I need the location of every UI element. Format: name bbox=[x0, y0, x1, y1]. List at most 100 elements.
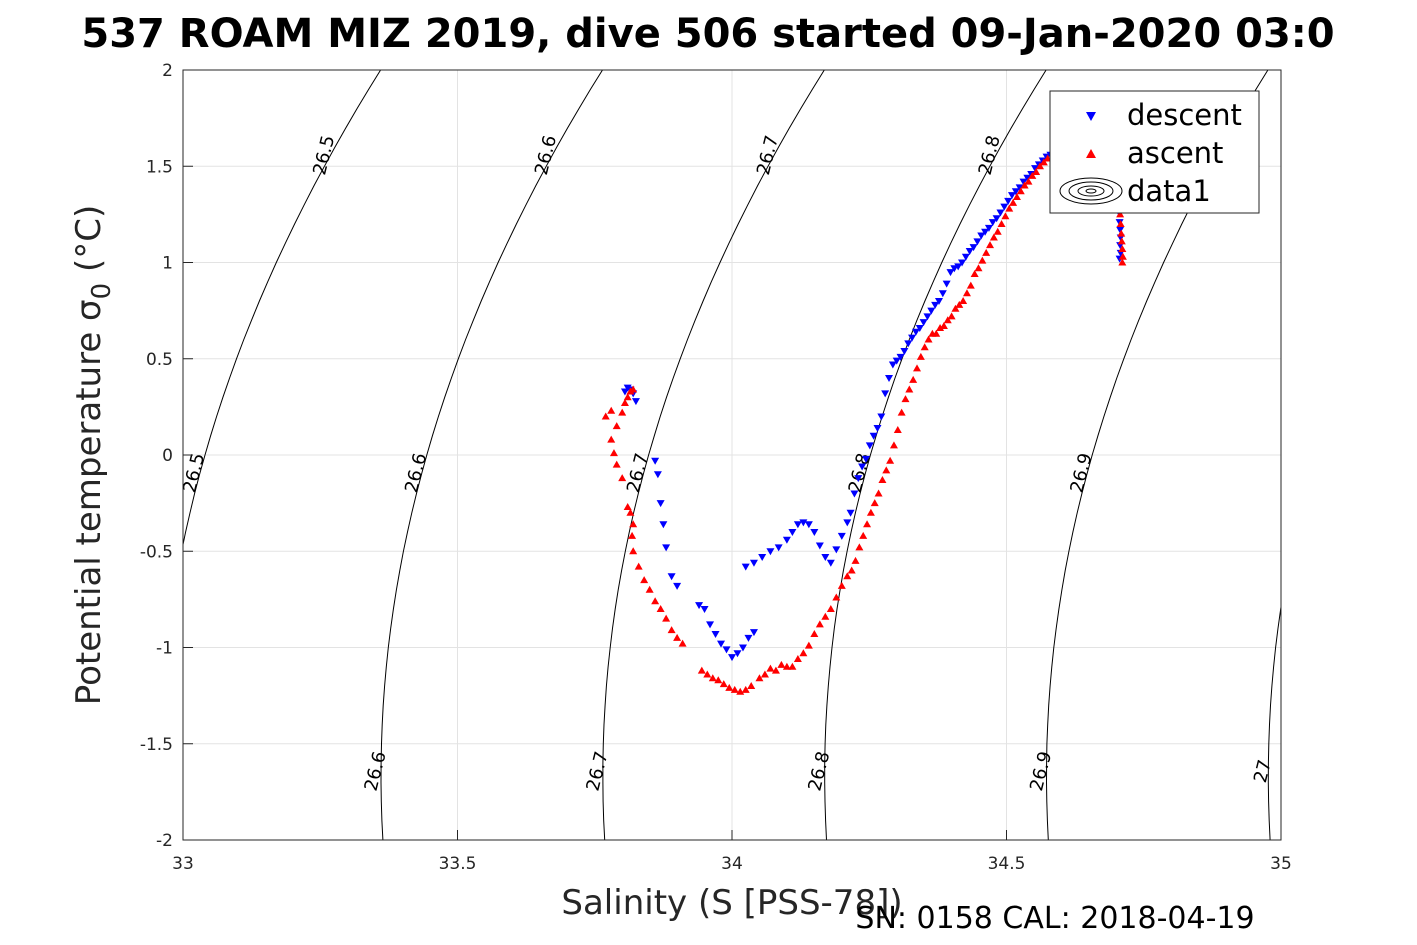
ascent-point bbox=[966, 281, 975, 289]
ascent-point bbox=[607, 435, 616, 443]
descent-point bbox=[931, 301, 940, 309]
ascent-point bbox=[878, 476, 887, 484]
descent-point bbox=[950, 265, 959, 273]
ascent-point bbox=[982, 248, 991, 256]
isopycnal-line bbox=[183, 70, 382, 548]
series-descent bbox=[620, 151, 1125, 662]
descent-point bbox=[738, 644, 747, 652]
descent-point bbox=[766, 548, 775, 556]
legend: descent ascent data1 bbox=[1049, 90, 1260, 214]
ascent-point bbox=[760, 670, 769, 678]
y-axis-label-main: Potential temperature σ bbox=[69, 299, 109, 705]
descent-point bbox=[900, 348, 909, 356]
ascent-point bbox=[889, 441, 898, 449]
y-tick-label: 1.5 bbox=[146, 157, 173, 177]
series-ascent bbox=[601, 154, 1127, 695]
descent-point bbox=[1011, 188, 1020, 196]
descent-point bbox=[832, 546, 841, 554]
descent-point bbox=[815, 542, 824, 550]
descent-point bbox=[934, 298, 943, 305]
y-tick-label: -2 bbox=[156, 831, 173, 851]
ascent-point bbox=[1039, 158, 1048, 166]
descent-point bbox=[911, 328, 920, 336]
ascent-point bbox=[612, 422, 621, 430]
ascent-point bbox=[951, 304, 960, 312]
descent-point bbox=[961, 253, 970, 261]
descent-point bbox=[923, 313, 932, 321]
ascent-point bbox=[870, 499, 879, 507]
x-tick-label: 34 bbox=[721, 854, 743, 874]
ascent-point bbox=[1118, 252, 1127, 260]
ascent-point bbox=[901, 395, 910, 403]
descent-point bbox=[793, 521, 802, 529]
descent-point bbox=[804, 521, 813, 529]
isopycnal-line bbox=[602, 70, 825, 840]
descent-point bbox=[706, 621, 715, 629]
descent-point bbox=[958, 259, 967, 267]
ascent-point bbox=[847, 566, 856, 574]
y-axis-label-unit: (°C) bbox=[69, 205, 109, 283]
ascent-point bbox=[640, 576, 649, 584]
descent-point bbox=[788, 529, 797, 536]
descent-point bbox=[1015, 184, 1024, 192]
ascent-point bbox=[993, 227, 1002, 235]
data-series bbox=[601, 151, 1127, 695]
descent-point bbox=[733, 650, 742, 658]
descent-point bbox=[653, 471, 662, 479]
descent-point bbox=[722, 646, 731, 654]
ascent-point bbox=[703, 670, 712, 678]
ascent-point bbox=[1117, 237, 1126, 245]
ascent-point bbox=[826, 605, 835, 612]
ascent-point bbox=[607, 406, 616, 414]
ascent-point bbox=[609, 449, 618, 457]
ascent-point bbox=[897, 408, 906, 416]
descent-point bbox=[656, 500, 665, 508]
ascent-point bbox=[667, 626, 676, 634]
ascent-point bbox=[626, 508, 635, 516]
ascent-point bbox=[1116, 210, 1125, 218]
ascent-point bbox=[986, 241, 995, 249]
ascent-point bbox=[1118, 245, 1127, 253]
descent-point bbox=[651, 457, 660, 465]
descent-point bbox=[927, 307, 936, 315]
ascent-point bbox=[924, 335, 933, 343]
descent-point bbox=[782, 536, 791, 544]
descent-point bbox=[942, 280, 951, 288]
descent-point bbox=[977, 232, 986, 240]
footer-serial-calibration: SN: 0158 CAL: 2018-04-19 bbox=[855, 901, 1254, 936]
ascent-point bbox=[741, 685, 750, 693]
ascent-point bbox=[1020, 181, 1029, 189]
ascent-point bbox=[855, 543, 864, 551]
ascent-point bbox=[629, 385, 638, 393]
descent-point bbox=[954, 263, 963, 271]
ascent-point bbox=[1001, 212, 1010, 220]
ascent-point bbox=[1016, 187, 1025, 195]
ascent-point bbox=[863, 520, 872, 528]
ascent-point bbox=[601, 412, 610, 420]
ascent-point bbox=[678, 639, 687, 647]
y-tick-label: 1 bbox=[162, 254, 173, 274]
ascent-point bbox=[886, 456, 895, 464]
descent-point bbox=[1007, 192, 1016, 200]
descent-point bbox=[673, 582, 682, 590]
ascent-point bbox=[782, 662, 791, 670]
ascent-point bbox=[618, 408, 627, 416]
descent-point bbox=[969, 244, 978, 252]
ascent-point bbox=[962, 289, 971, 297]
legend-ascent-label: ascent bbox=[1127, 136, 1223, 170]
legend-data1-label: data1 bbox=[1127, 174, 1211, 208]
legend-ascent-marker bbox=[1086, 149, 1096, 158]
ascent-point bbox=[628, 531, 637, 539]
ascent-point bbox=[1012, 193, 1021, 201]
descent-point bbox=[700, 606, 709, 613]
ascent-point bbox=[851, 556, 860, 564]
descent-point bbox=[667, 573, 676, 581]
y-tick-label: 2 bbox=[162, 61, 173, 81]
ascent-point bbox=[777, 660, 786, 668]
ascent-point bbox=[936, 323, 945, 331]
ascent-point bbox=[1005, 204, 1014, 212]
ascent-point bbox=[1024, 177, 1033, 185]
ascent-point bbox=[821, 612, 830, 620]
descent-point bbox=[938, 290, 947, 298]
